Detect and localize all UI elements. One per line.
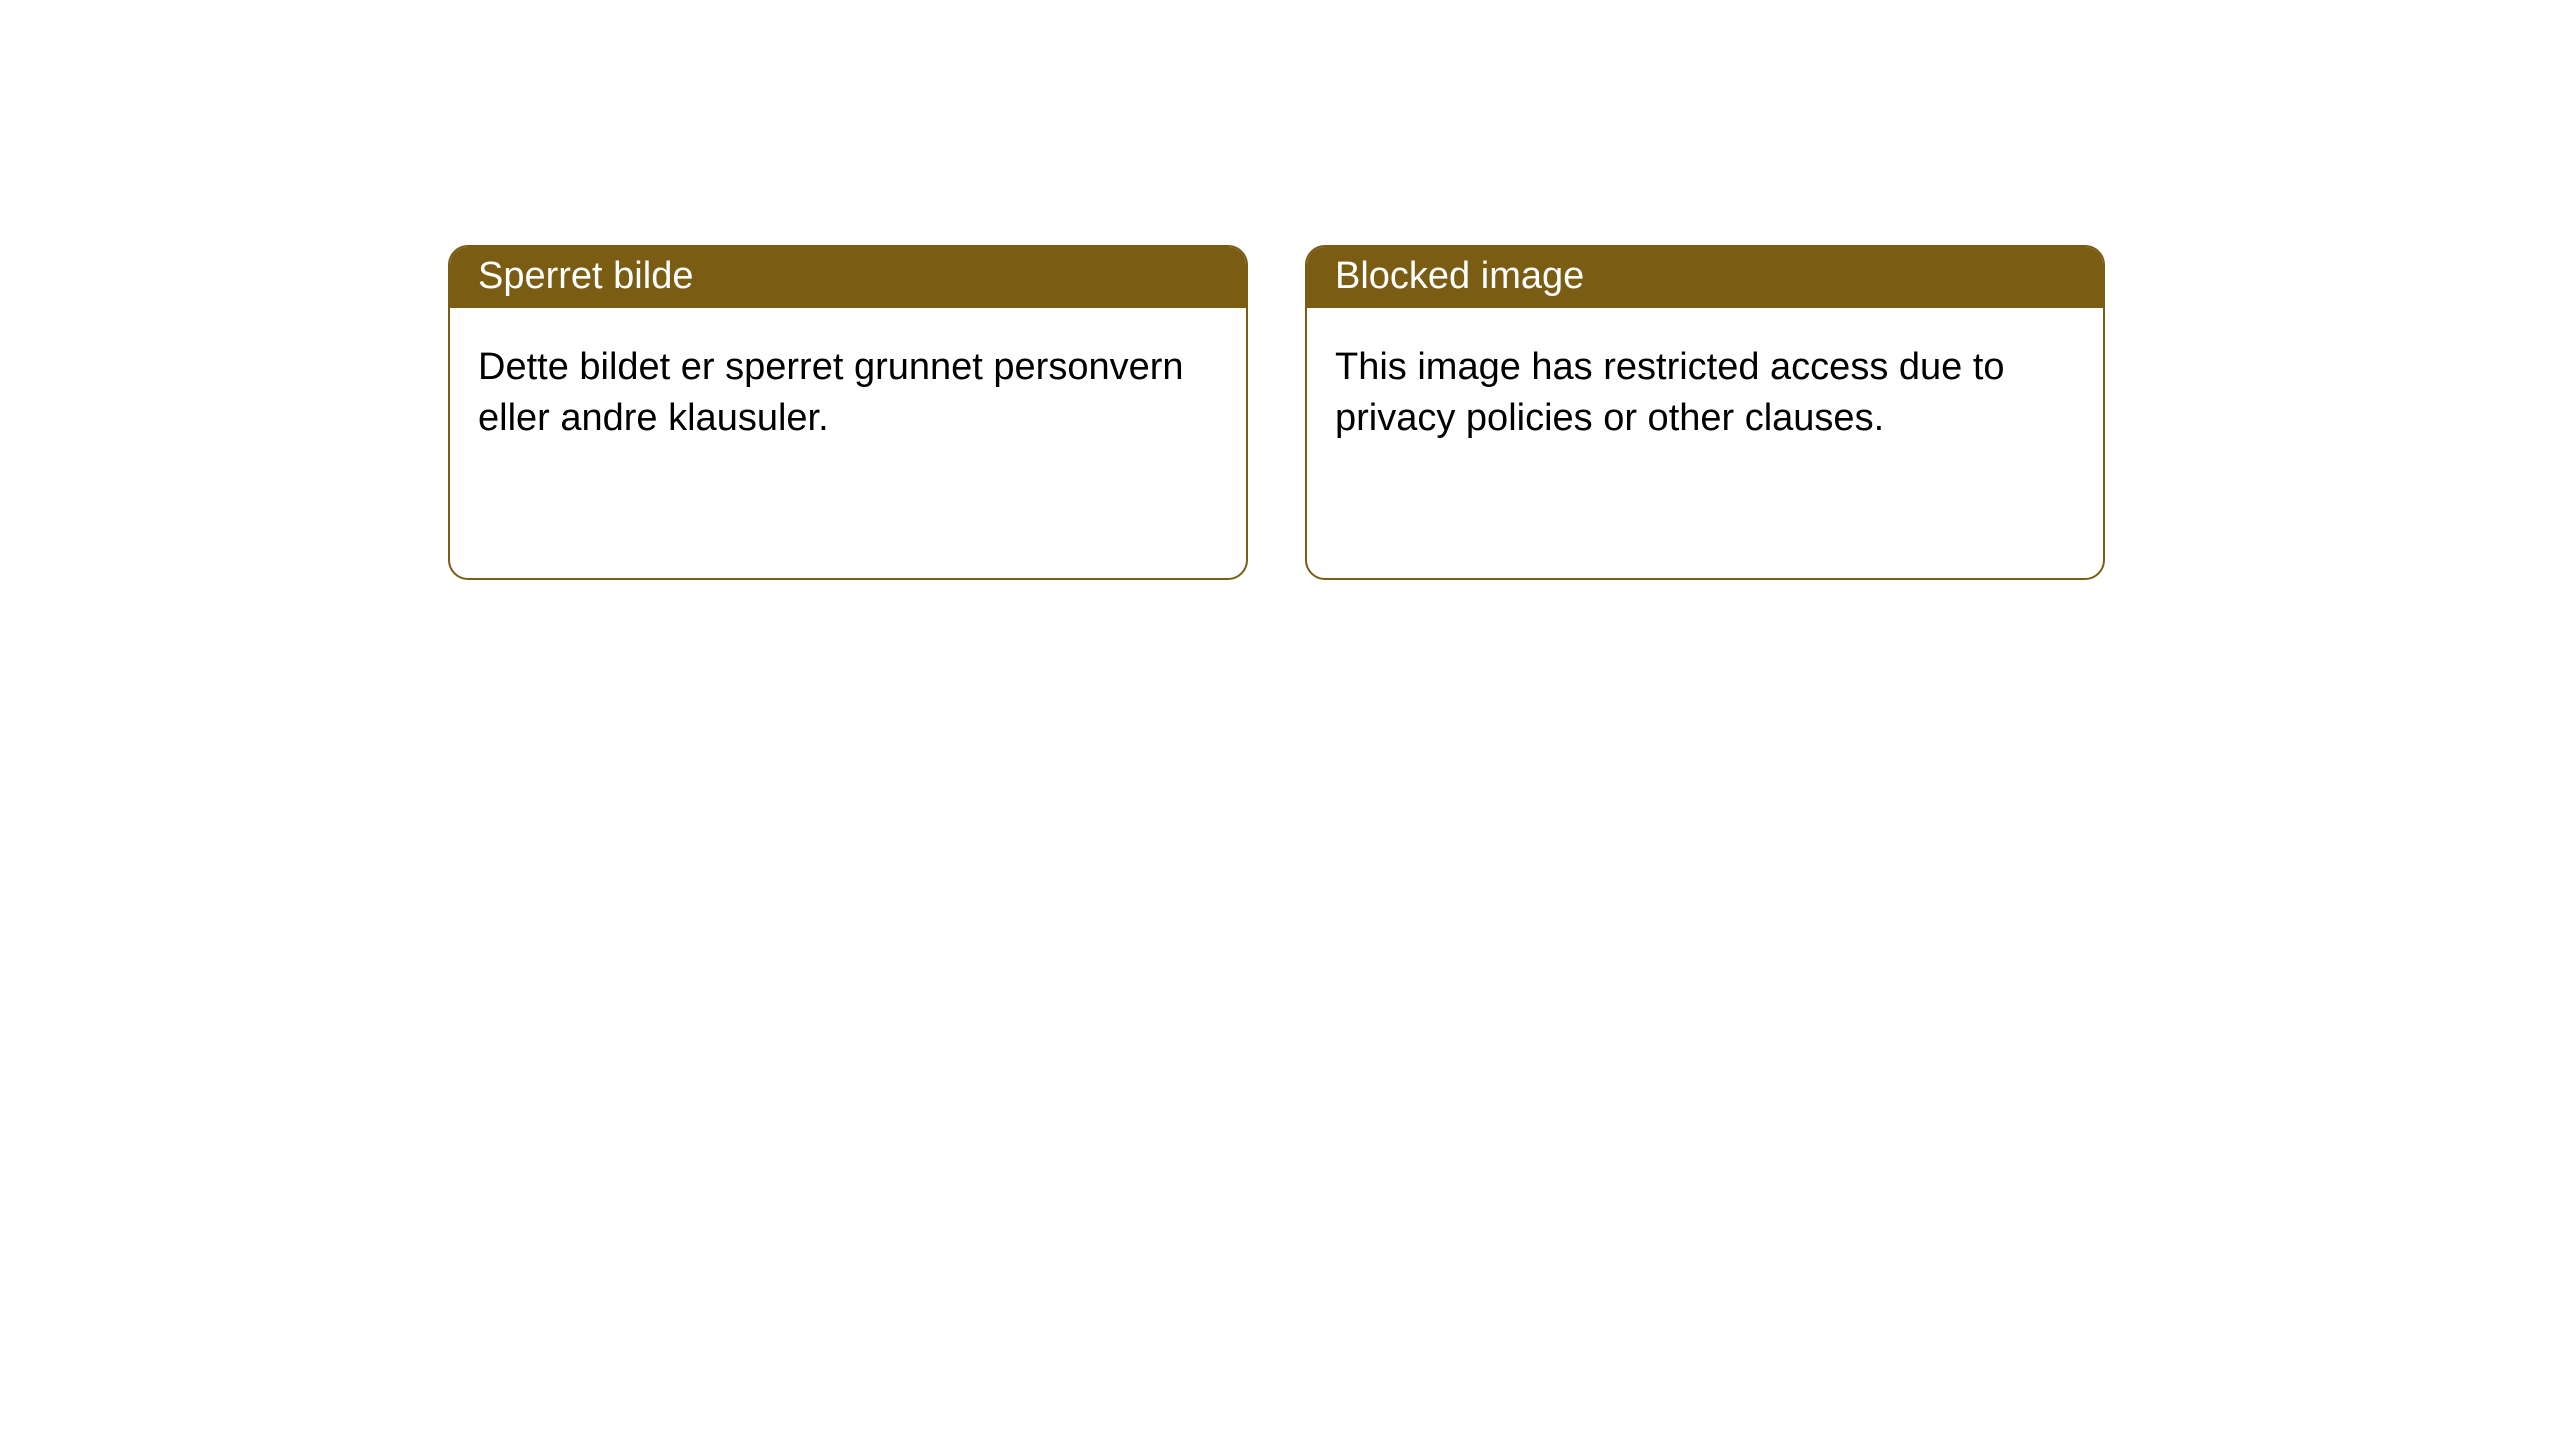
card-title: Sperret bilde: [478, 255, 693, 297]
notice-card-english: Blocked image This image has restricted …: [1305, 245, 2105, 580]
card-body: This image has restricted access due to …: [1307, 308, 2103, 473]
card-body: Dette bildet er sperret grunnet personve…: [450, 308, 1246, 473]
notice-container: Sperret bilde Dette bildet er sperret gr…: [0, 0, 2560, 580]
card-header: Sperret bilde: [450, 247, 1246, 308]
notice-card-norwegian: Sperret bilde Dette bildet er sperret gr…: [448, 245, 1248, 580]
card-title: Blocked image: [1335, 255, 1584, 297]
card-message: This image has restricted access due to …: [1335, 346, 2005, 439]
card-header: Blocked image: [1307, 247, 2103, 308]
card-message: Dette bildet er sperret grunnet personve…: [478, 346, 1184, 439]
